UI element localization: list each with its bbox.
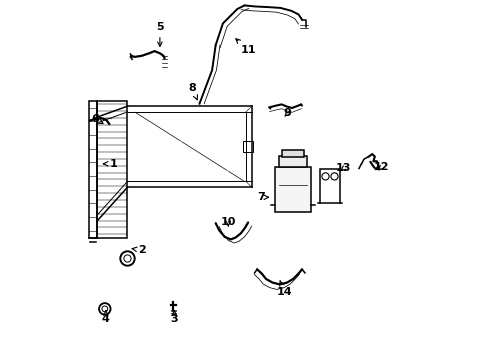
- Text: 3: 3: [170, 311, 178, 324]
- Bar: [89, 101, 97, 238]
- Bar: [97, 101, 127, 238]
- Text: 4: 4: [102, 311, 110, 324]
- Text: 10: 10: [220, 217, 236, 228]
- Text: 6: 6: [91, 114, 103, 124]
- Text: 9: 9: [283, 108, 291, 118]
- Text: 5: 5: [156, 22, 163, 46]
- Text: 12: 12: [373, 162, 388, 172]
- Text: 8: 8: [188, 83, 197, 100]
- Bar: [275, 167, 310, 212]
- Text: 11: 11: [235, 39, 255, 55]
- Text: 14: 14: [276, 281, 291, 297]
- Bar: [282, 150, 303, 157]
- Bar: [278, 156, 307, 167]
- Text: 7: 7: [256, 192, 268, 202]
- Text: 1: 1: [103, 159, 117, 169]
- Text: 13: 13: [335, 163, 350, 174]
- Bar: [242, 141, 253, 152]
- Bar: [320, 169, 339, 203]
- Text: 2: 2: [132, 245, 145, 255]
